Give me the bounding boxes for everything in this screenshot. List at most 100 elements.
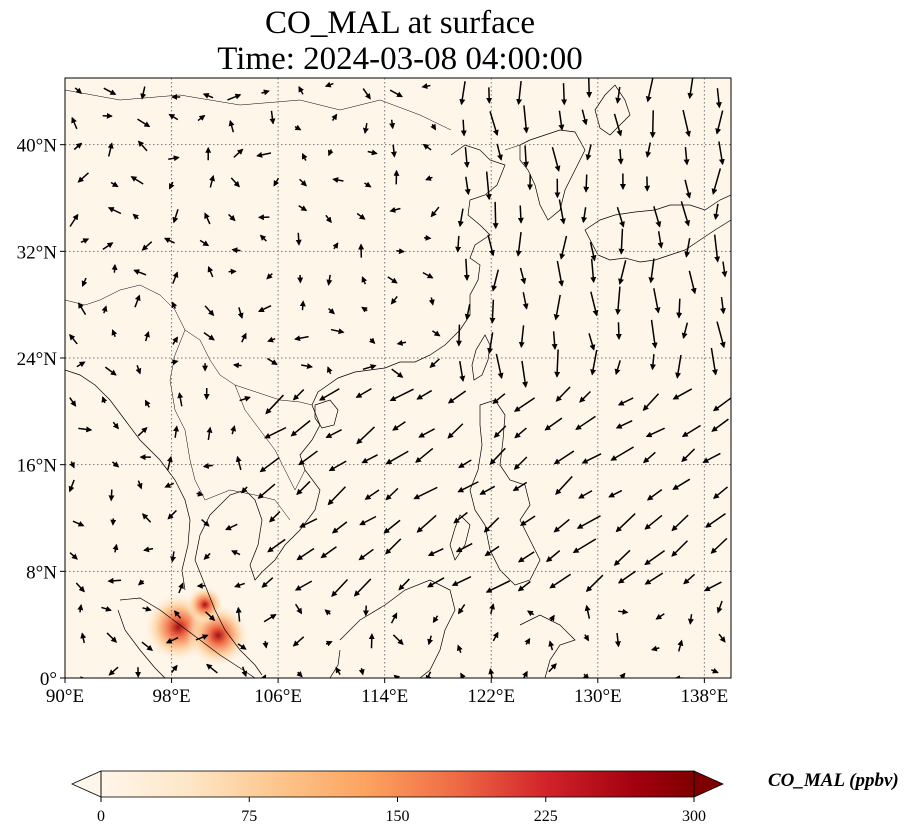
- wind-arrow: [718, 141, 725, 166]
- wind-arrow: [491, 269, 500, 292]
- wind-arrow: [615, 86, 622, 104]
- wind-arrow: [524, 637, 531, 645]
- wind-arrow: [392, 634, 404, 646]
- wind-arrow: [164, 482, 175, 488]
- wind-arrow: [683, 146, 690, 166]
- colorbar: 0 75 150 225 300: [71, 770, 724, 825]
- wind-arrow: [644, 572, 664, 585]
- wind-arrow: [136, 480, 143, 490]
- wind-arrow: [681, 322, 689, 340]
- lon-tick-label: 114°E: [361, 686, 408, 707]
- wind-arrow: [544, 417, 563, 431]
- wind-arrow: [683, 573, 696, 585]
- wind-arrow: [492, 201, 499, 230]
- wind-arrow: [489, 111, 499, 137]
- wind-arrow: [451, 575, 472, 586]
- wind-arrow: [209, 174, 215, 188]
- wind-arrow: [168, 113, 179, 121]
- wind-arrow: [484, 545, 500, 557]
- wind-arrow: [416, 514, 437, 533]
- wind-arrow: [396, 339, 407, 346]
- wind-arrow: [199, 239, 210, 247]
- wind-arrow: [137, 579, 145, 586]
- wind-arrow: [479, 485, 496, 495]
- wind-arrow: [227, 93, 242, 101]
- wind-arrow: [416, 389, 433, 400]
- wind-arrow: [676, 298, 683, 319]
- wind-arrow: [459, 81, 466, 106]
- wind-arrow: [583, 174, 590, 193]
- wind-arrow: [429, 358, 440, 368]
- wind-arrow: [361, 276, 368, 285]
- wind-arrow: [521, 360, 529, 388]
- wind-arrow: [684, 179, 692, 199]
- wind-arrow: [519, 267, 527, 285]
- wind-arrow: [642, 451, 656, 464]
- wind-arrow: [166, 455, 173, 471]
- wind-arrow: [428, 297, 435, 306]
- wind-arrow: [140, 86, 147, 100]
- wind-arrow: [241, 332, 247, 343]
- wind-arrow: [301, 363, 314, 370]
- wind-arrow: [263, 614, 277, 623]
- wind-arrow: [112, 421, 119, 430]
- wind-arrow: [235, 606, 242, 622]
- wind-arrow: [447, 390, 467, 404]
- wind-arrow: [296, 547, 315, 561]
- lon-tick-label: 106°E: [254, 686, 302, 707]
- wind-arrow: [548, 663, 557, 673]
- wind-arrow: [644, 514, 663, 530]
- wind-arrow: [362, 88, 371, 100]
- wind-arrow: [331, 579, 349, 597]
- wind-arrow: [590, 349, 598, 376]
- wind-arrow: [237, 643, 247, 650]
- wind-arrow: [296, 480, 311, 496]
- wind-arrow: [387, 276, 398, 284]
- wind-arrow: [228, 119, 235, 133]
- wind-arrow: [172, 336, 178, 345]
- wind-arrow: [576, 515, 601, 529]
- wind-arrow: [513, 456, 528, 470]
- colorbar-tick-label: 0: [97, 808, 105, 825]
- wind-arrow: [648, 258, 655, 284]
- wind-arrow: [102, 242, 114, 251]
- wind-arrow: [671, 514, 689, 532]
- wind-arrow: [331, 521, 348, 534]
- wind-arrow: [495, 353, 504, 380]
- wind-arrow: [713, 203, 720, 220]
- wind-arrow: [493, 425, 507, 438]
- lon-tick-label: 122°E: [467, 686, 515, 707]
- wind-arrow: [203, 332, 215, 341]
- wind-arrow: [671, 540, 689, 557]
- wind-arrow: [489, 603, 495, 615]
- wind-arrow: [171, 301, 178, 309]
- wind-arrow: [141, 241, 153, 251]
- wind-arrow: [225, 523, 238, 531]
- wind-arrow: [207, 265, 214, 278]
- wind-arrow: [259, 457, 280, 473]
- wind-arrow: [298, 85, 304, 95]
- wind-arrow: [688, 270, 697, 295]
- wind-arrow: [269, 110, 276, 125]
- wind-arrow: [170, 551, 177, 563]
- wind-arrow: [273, 177, 280, 187]
- wind-arrow: [555, 475, 573, 495]
- wind-arrow: [650, 319, 658, 349]
- wind-arrow: [713, 234, 721, 263]
- wind-arrow: [523, 145, 530, 168]
- wind-arrow: [519, 515, 536, 526]
- wind-arrow: [103, 87, 117, 95]
- wind-arrow: [615, 512, 636, 533]
- wind-arrow: [559, 235, 568, 260]
- wind-arrow: [585, 574, 604, 593]
- wind-arrow: [548, 614, 555, 622]
- wind-arrow: [485, 171, 492, 201]
- wind-arrow: [170, 664, 178, 674]
- wind-arrow: [549, 573, 572, 589]
- wind-arrow: [331, 113, 338, 121]
- wind-arrow: [553, 294, 561, 321]
- wind-arrow: [81, 277, 88, 287]
- wind-arrow: [672, 478, 691, 490]
- wind-arrow: [711, 168, 722, 195]
- wind-arrow: [581, 453, 602, 464]
